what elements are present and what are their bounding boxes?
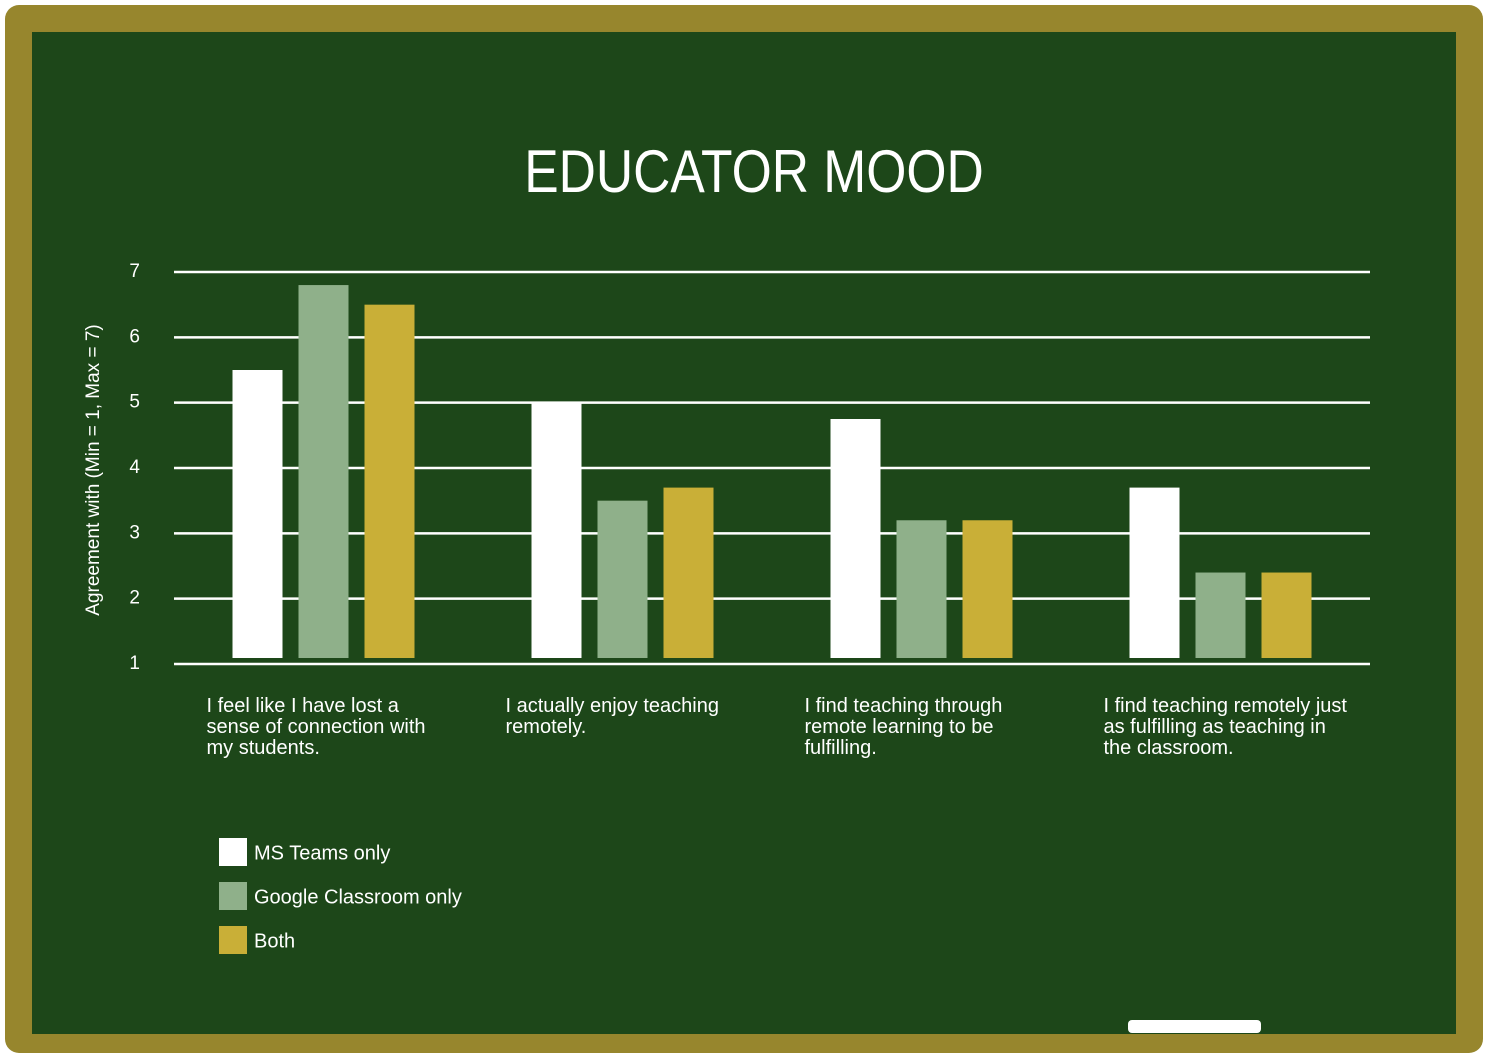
bar	[830, 419, 881, 658]
y-axis-label: Agreement with (Min = 1, Max = 7)	[83, 324, 104, 615]
x-tick-label: I find teaching through remote learning …	[804, 695, 1003, 759]
bar	[531, 402, 582, 658]
legend-swatch	[219, 926, 247, 954]
y-tick-label: 5	[129, 392, 140, 413]
chart-title: EDUCATOR MOOD	[524, 137, 983, 205]
y-tick-label: 4	[129, 457, 140, 478]
legend-label: Both	[254, 930, 295, 952]
chalk	[1128, 1020, 1261, 1033]
x-tick-label: I find teaching remotely just as fulfill…	[1103, 695, 1347, 759]
bar	[298, 285, 349, 658]
bar	[896, 520, 947, 658]
x-tick-label: I actually enjoy teaching remotely.	[505, 695, 719, 738]
y-tick-label: 6	[129, 326, 140, 347]
x-tick-label: I feel like I have lost a sense of conne…	[206, 695, 426, 759]
bar	[364, 304, 415, 658]
y-tick-label: 1	[129, 653, 140, 674]
legend-swatch	[219, 838, 247, 866]
bar	[1195, 572, 1246, 658]
bar	[232, 370, 283, 658]
bar	[1129, 487, 1180, 658]
bar	[597, 500, 648, 658]
legend-label: Google Classroom only	[254, 886, 462, 908]
y-tick-label: 2	[129, 588, 140, 609]
y-tick-label: 3	[129, 522, 140, 543]
y-tick-label: 7	[129, 261, 140, 282]
legend-label: MS Teams only	[254, 842, 390, 864]
bar	[663, 487, 714, 658]
bar	[1261, 572, 1312, 658]
legend-swatch	[219, 882, 247, 910]
bar	[962, 520, 1013, 658]
